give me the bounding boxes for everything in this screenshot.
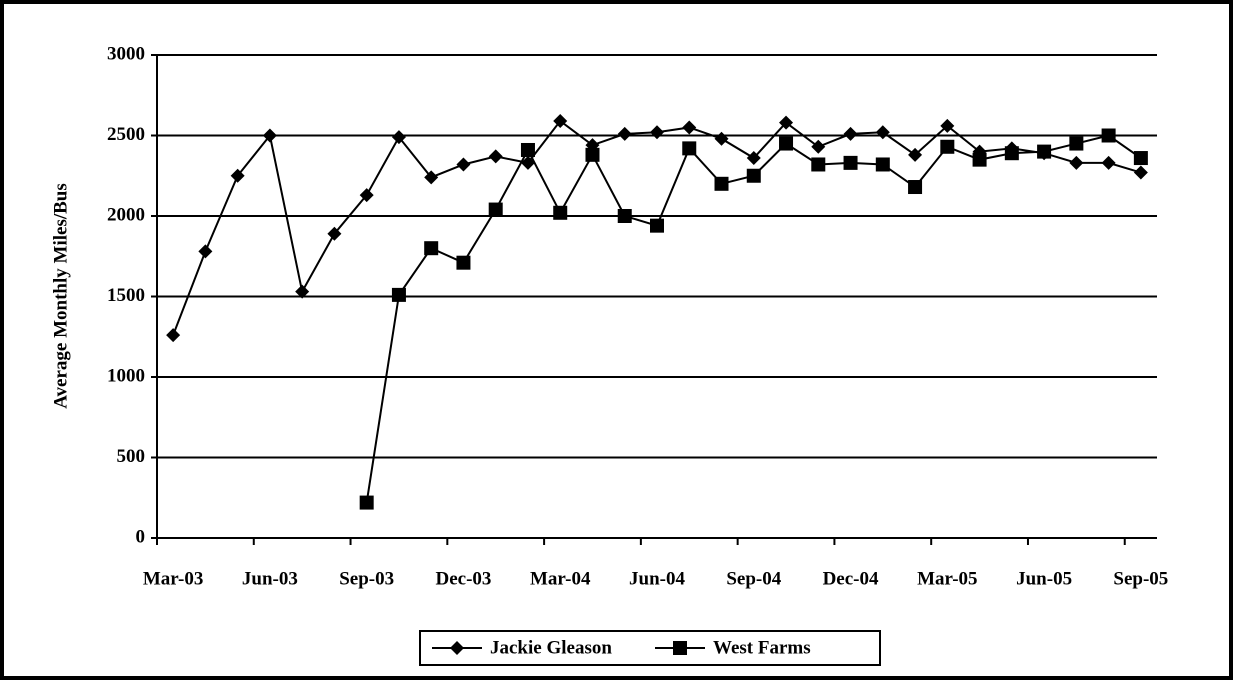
square-marker — [940, 139, 955, 154]
square-marker — [391, 287, 406, 302]
square-marker — [1133, 151, 1148, 166]
diamond-marker — [456, 157, 471, 172]
square-marker — [650, 218, 664, 233]
x-tick-label: Mar-05 — [917, 568, 978, 589]
diamond-marker — [1101, 155, 1116, 170]
diamond-marker — [714, 131, 729, 146]
square-marker — [875, 157, 890, 172]
square-marker — [843, 155, 858, 170]
square-marker — [553, 205, 568, 220]
legend-marker — [450, 641, 464, 655]
diamond-marker — [391, 130, 406, 145]
diamond-marker — [488, 149, 503, 164]
diamond-marker — [617, 126, 632, 141]
diamond-marker — [424, 170, 439, 185]
x-tick-label: Sep-03 — [339, 568, 394, 589]
diamond-marker — [843, 126, 858, 141]
x-tick-label: Mar-03 — [143, 568, 204, 589]
diamond-marker — [875, 125, 890, 140]
x-tick-label: Sep-05 — [1113, 568, 1168, 589]
x-tick-label: Mar-04 — [530, 568, 591, 589]
square-marker — [520, 142, 535, 157]
x-tick-label: Jun-05 — [1016, 568, 1072, 589]
x-tick-label: Sep-04 — [726, 568, 781, 589]
square-marker — [1069, 136, 1084, 151]
legend-label: Jackie Gleason — [490, 637, 612, 658]
diamond-marker — [230, 168, 245, 183]
square-marker — [714, 176, 729, 191]
legend-box — [419, 630, 881, 666]
square-marker — [908, 180, 923, 195]
diamond-marker — [198, 244, 213, 259]
diamond-marker — [327, 226, 342, 241]
y-tick-label: 3000 — [107, 43, 145, 64]
diamond-marker — [520, 155, 535, 170]
x-tick-label: Dec-03 — [435, 568, 491, 589]
square-marker — [779, 136, 794, 151]
diamond-marker — [1069, 155, 1084, 170]
diamond-marker — [166, 328, 181, 343]
legend-marker — [673, 641, 687, 655]
square-marker — [811, 157, 826, 172]
x-tick-label: Dec-04 — [823, 568, 879, 589]
diamond-marker — [295, 284, 310, 299]
diamond-marker — [682, 120, 697, 135]
square-marker — [682, 141, 697, 156]
diamond-marker — [553, 114, 568, 129]
square-marker — [972, 152, 987, 167]
diamond-marker — [746, 151, 761, 166]
square-marker — [424, 241, 439, 256]
square-marker — [488, 202, 503, 217]
x-tick-label: Jun-03 — [242, 568, 298, 589]
y-tick-label: 1000 — [107, 365, 145, 386]
diamond-marker — [811, 139, 826, 154]
y-tick-label: 0 — [136, 526, 146, 547]
legend-label: West Farms — [713, 637, 811, 658]
diamond-marker — [359, 188, 374, 203]
y-tick-label: 1500 — [107, 285, 145, 306]
diamond-marker — [1133, 165, 1148, 180]
diamond-marker — [940, 118, 955, 133]
diamond-marker — [650, 125, 664, 140]
diamond-marker — [908, 147, 923, 162]
square-marker — [617, 209, 632, 223]
square-marker — [456, 255, 471, 270]
y-tick-label: 2000 — [107, 204, 145, 225]
y-tick-label: 2500 — [107, 124, 145, 145]
diamond-marker — [262, 128, 277, 143]
square-marker — [359, 495, 374, 510]
square-marker — [746, 168, 761, 183]
square-marker — [1004, 146, 1019, 161]
square-marker — [1101, 128, 1116, 143]
y-axis-label: Average Monthly Miles/Bus — [50, 183, 71, 409]
square-marker — [1037, 144, 1052, 159]
diamond-marker — [779, 115, 794, 130]
y-tick-label: 500 — [117, 446, 146, 467]
square-marker — [585, 147, 600, 162]
x-tick-label: Jun-04 — [629, 568, 685, 589]
